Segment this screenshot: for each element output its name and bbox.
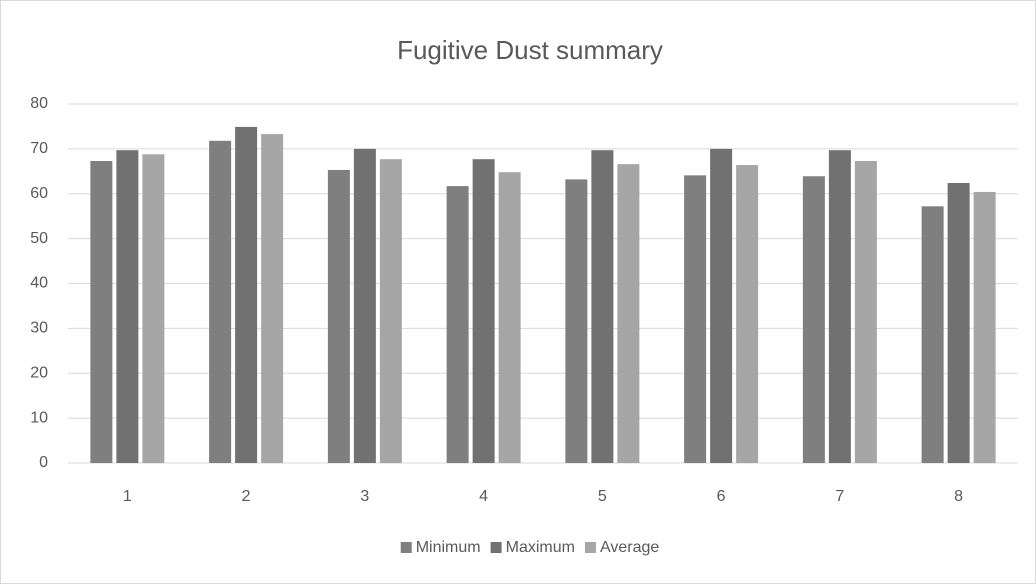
bar (472, 159, 495, 464)
bar (116, 150, 139, 463)
y-tick-label: 80 (30, 95, 48, 112)
x-tick-label: 5 (598, 488, 607, 505)
bar (498, 172, 521, 463)
bar (235, 126, 258, 463)
bar (591, 150, 614, 463)
x-tick-label: 1 (123, 488, 132, 505)
y-tick-label: 60 (30, 185, 48, 202)
y-tick-label: 0 (39, 454, 48, 471)
legend-label: Maximum (506, 539, 575, 556)
bar (446, 186, 469, 463)
y-tick-label: 20 (30, 364, 48, 381)
chart-title: Fugitive Dust summary (397, 35, 663, 65)
legend-swatch (584, 542, 596, 553)
x-tick-label: 6 (717, 488, 726, 505)
bar (327, 169, 350, 463)
bar (736, 165, 759, 463)
bar (565, 179, 588, 463)
y-tick-label: 30 (30, 320, 48, 337)
bar (684, 175, 707, 463)
legend-swatch (400, 542, 412, 553)
bar (802, 176, 825, 463)
legend-label: Average (600, 539, 659, 556)
bar (353, 148, 376, 463)
y-tick-label: 40 (30, 275, 48, 292)
y-tick-label: 10 (30, 409, 48, 426)
bar (921, 206, 944, 463)
x-tick-label: 7 (835, 488, 844, 505)
legend-label: Minimum (416, 539, 481, 556)
bar (90, 160, 113, 463)
y-tick-label: 50 (30, 230, 48, 247)
bar (828, 150, 851, 463)
bar (854, 160, 877, 463)
bar (617, 164, 640, 463)
x-tick-label: 4 (479, 488, 488, 505)
bar (379, 159, 402, 464)
x-tick-label: 8 (954, 488, 963, 505)
bar (973, 191, 996, 463)
legend-swatch (490, 542, 502, 553)
x-tick-label: 3 (360, 488, 369, 505)
bar (710, 148, 733, 463)
x-tick-label: 2 (242, 488, 251, 505)
bar (947, 182, 970, 464)
bar (261, 134, 284, 463)
bar (142, 154, 165, 463)
y-tick-label: 70 (30, 140, 48, 157)
bar (209, 140, 232, 464)
